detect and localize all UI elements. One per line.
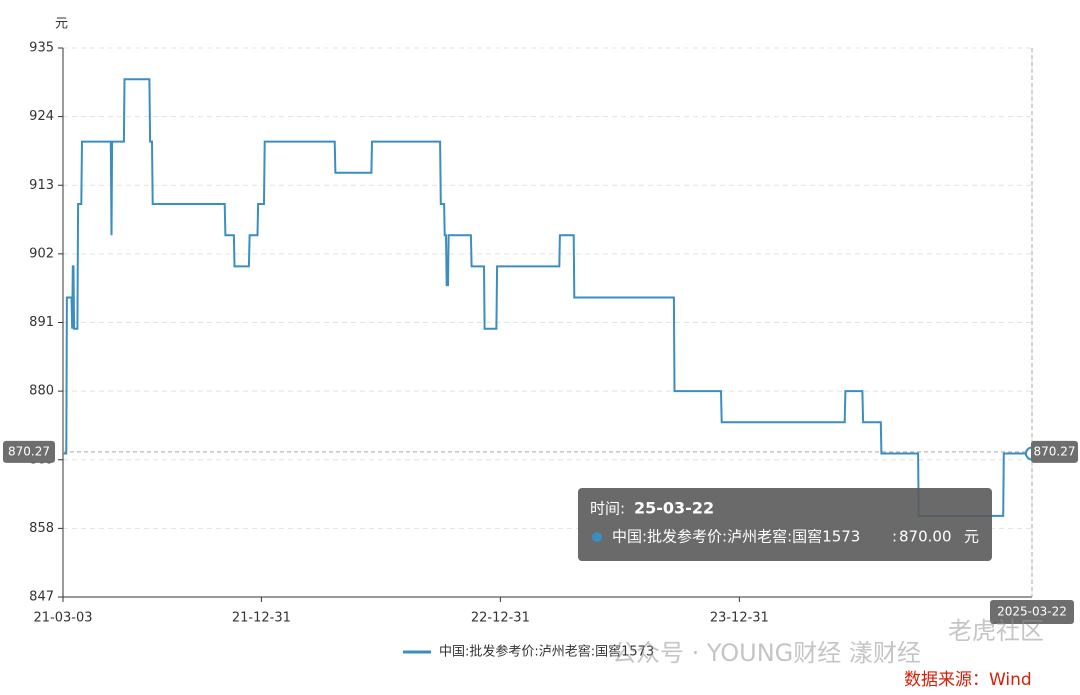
tooltip-colon: : [892, 528, 897, 546]
crosshair-label-box [3, 440, 55, 463]
tooltip-value: 870.00 [899, 528, 952, 546]
y-tick-label: 891 [29, 315, 54, 330]
y-tick-label: 847 [29, 590, 54, 605]
y-tick-label: 858 [29, 521, 54, 536]
watermark: 老虎社区 [948, 617, 1044, 645]
x-tick-label: 21-03-03 [33, 611, 92, 626]
tooltip-date: 25-03-22 [634, 499, 714, 518]
watermark: 公众号 · YOUNG财经 漾财经 [612, 639, 921, 667]
y-tick-label: 924 [29, 109, 54, 124]
tooltip-series: 中国:批发参考价:泸州老窖:国窖1573 [612, 528, 860, 546]
x-tick-label: 23-12-31 [710, 611, 769, 626]
crosshair-label-box [1031, 440, 1078, 463]
crosshair-y-label: 870.27 [8, 444, 50, 458]
tooltip-unit: 元 [964, 528, 979, 546]
y-tick-label: 902 [29, 246, 54, 261]
y-tick-label: 913 [29, 178, 54, 193]
legend-label: 中国:批发参考价:泸州老窖:国窖1573 [439, 644, 654, 660]
tooltip-title: 时间: [590, 500, 625, 518]
crosshair-x-box [990, 600, 1074, 624]
x-tick-label: 22-12-31 [471, 611, 530, 626]
source: 数据来源：Wind [904, 670, 1032, 690]
series-line [63, 78, 1032, 517]
tooltip-marker [592, 532, 602, 542]
y-unit: 元 [55, 17, 68, 32]
y-tick-label: 880 [29, 384, 54, 399]
x-tick-label: 21-12-31 [232, 611, 291, 626]
tooltip-box [578, 488, 992, 561]
crosshair-y-label: 870.27 [1034, 444, 1076, 458]
crosshair-x-label: 2025-03-22 [997, 605, 1067, 619]
y-tick-label: 935 [29, 41, 54, 56]
